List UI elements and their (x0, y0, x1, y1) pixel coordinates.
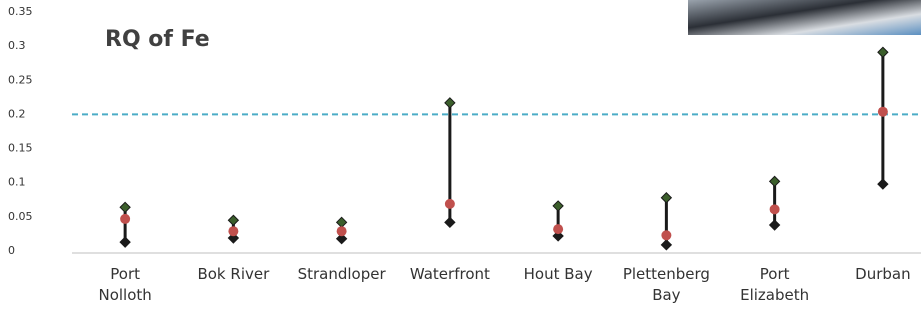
mean-marker (337, 226, 347, 236)
y-tick-label: 0.1 (8, 176, 26, 189)
x-tick-line: Strandloper (298, 265, 387, 283)
x-tick-line: Waterfront (410, 265, 490, 283)
y-tick-label: 0 (8, 244, 15, 257)
max-marker (661, 193, 671, 203)
x-tick-label: Waterfront (410, 265, 490, 283)
max-marker (120, 202, 130, 212)
x-tick-line: Hout Bay (524, 265, 593, 283)
mean-marker (228, 226, 238, 236)
x-tick-label: Hout Bay (524, 265, 593, 283)
y-tick-label: 0.35 (8, 5, 33, 18)
x-tick-line: Bok River (197, 265, 270, 283)
y-tick-label: 0.2 (8, 107, 26, 120)
x-tick-label: Port Elizabeth (740, 265, 809, 304)
max-marker (337, 217, 347, 227)
max-marker (228, 215, 238, 225)
mean-marker (878, 107, 888, 117)
mean-marker (661, 230, 671, 240)
photo (688, 0, 921, 35)
max-marker (770, 176, 780, 186)
mean-marker (120, 214, 130, 224)
x-tick-line: Port (110, 265, 140, 283)
x-tick-line: Nolloth (98, 286, 151, 304)
mean-marker (553, 224, 563, 234)
y-tick-label: 0.25 (8, 73, 33, 86)
min-marker (445, 217, 455, 227)
x-tick-line: Elizabeth (740, 286, 809, 304)
y-tick-label: 0.05 (8, 210, 33, 223)
x-tick-line: Bay (652, 286, 680, 304)
chart: RQ of Fe 0 0.05 0.1 0.15 0.2 0.25 0.3 0.35 Port N… (0, 0, 921, 314)
y-tick-label: 0.15 (8, 142, 33, 155)
x-tick-label: Durban (855, 265, 910, 283)
min-marker (120, 237, 130, 247)
min-marker (661, 240, 671, 250)
x-tick-line: Plettenberg (623, 265, 710, 283)
min-marker (878, 179, 888, 189)
x-tick-line: Durban (855, 265, 910, 283)
x-tick-label: Strandloper (298, 265, 387, 283)
y-tick-label: 0.3 (8, 39, 26, 52)
max-marker (878, 47, 888, 57)
chart-title: RQ of Fe (105, 27, 210, 52)
x-tick-label: Plettenberg Bay (623, 265, 710, 304)
x-tick-label: Bok River (197, 265, 270, 283)
x-tick-line: Port (760, 265, 790, 283)
mean-marker (445, 199, 455, 209)
min-marker (770, 220, 780, 230)
max-marker (445, 98, 455, 108)
x-tick-label: Port Nolloth (98, 265, 151, 304)
mean-marker (770, 204, 780, 214)
max-marker (553, 201, 563, 211)
